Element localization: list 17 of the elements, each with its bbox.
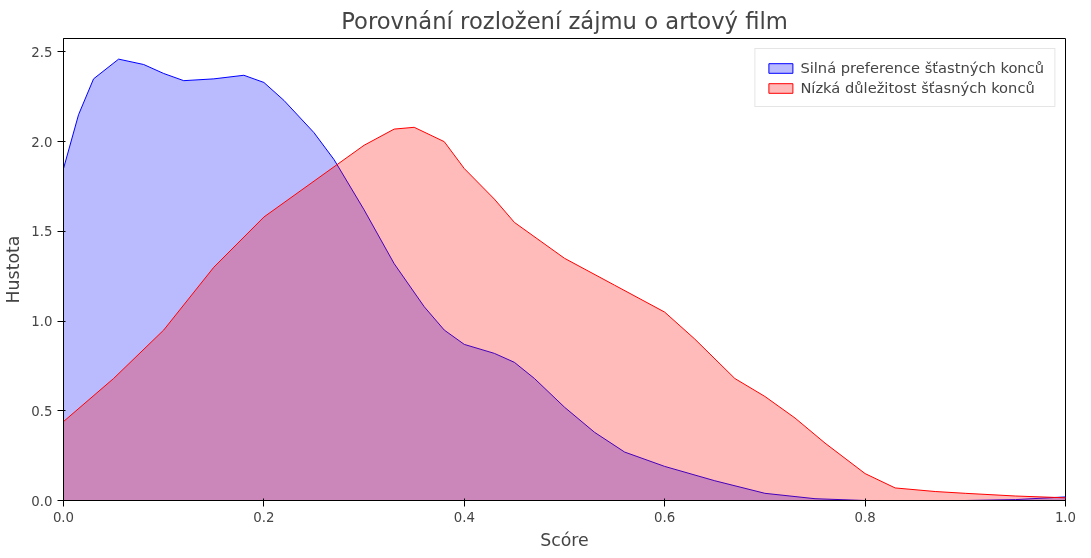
x-tick-label: 0.8 xyxy=(854,509,876,525)
x-tick-label: 0.0 xyxy=(52,509,75,525)
y-tick-label: 1.0 xyxy=(31,314,53,330)
x-tick-label: 1.0 xyxy=(1054,509,1077,525)
y-tick-label: 0.0 xyxy=(31,493,53,509)
x-tick-label: 0.2 xyxy=(253,509,275,525)
x-tick-label: 0.4 xyxy=(453,509,475,525)
y-tick-label: 0.5 xyxy=(31,403,53,419)
y-tick-label: 2.5 xyxy=(31,44,53,60)
x-axis-title: Scóre xyxy=(540,529,589,550)
y-tick-label: 1.5 xyxy=(31,224,53,240)
legend-label: Nízká důležitost šťasných konců xyxy=(800,79,1035,96)
x-tick-label: 0.6 xyxy=(654,509,676,525)
legend-label: Silná preference šťastných konců xyxy=(800,59,1044,76)
chart-title: Porovnání rozložení zájmu o artový film xyxy=(341,7,788,34)
y-tick-label: 2.0 xyxy=(31,134,53,150)
y-axis-title: Hustota xyxy=(3,235,24,304)
